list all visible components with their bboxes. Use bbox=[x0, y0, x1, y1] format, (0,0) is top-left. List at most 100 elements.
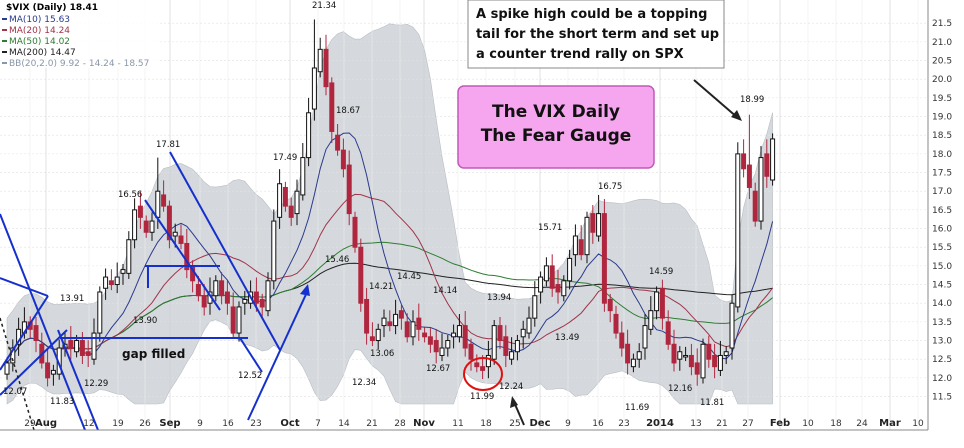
candle-body bbox=[323, 48, 329, 88]
candle-body bbox=[584, 216, 590, 256]
y-tick-label: 17.0 bbox=[932, 187, 952, 197]
candle-body bbox=[688, 354, 694, 368]
candle-body bbox=[422, 332, 428, 338]
candle-body bbox=[509, 351, 515, 360]
candle-body bbox=[253, 291, 259, 304]
candle-body bbox=[694, 362, 700, 375]
candle-body bbox=[97, 291, 103, 334]
candle-body bbox=[462, 325, 468, 349]
candle-body bbox=[578, 239, 584, 256]
candle-body bbox=[387, 321, 393, 327]
price-label: 11.83 bbox=[50, 397, 74, 407]
candle-body bbox=[746, 164, 752, 188]
x-tick-label: 10 bbox=[802, 419, 814, 429]
price-label: 12.29 bbox=[84, 379, 108, 389]
candle-body bbox=[549, 265, 555, 289]
legend-background bbox=[0, 0, 158, 68]
candle-body bbox=[416, 317, 422, 330]
candle-body bbox=[456, 325, 462, 338]
annotation-arrows bbox=[510, 79, 742, 426]
gap-filled-label: gap filled bbox=[122, 347, 185, 361]
candle-body bbox=[665, 321, 671, 345]
candle-body bbox=[468, 343, 474, 360]
gauge-line-2: The Fear Gauge bbox=[481, 126, 632, 146]
candle-body bbox=[642, 325, 648, 349]
candle-body bbox=[752, 190, 758, 222]
x-tick-label: 12 bbox=[83, 419, 94, 429]
x-tick-label: 11 bbox=[452, 419, 463, 429]
x-tick-label: 13 bbox=[690, 419, 701, 429]
y-tick-label: 19.5 bbox=[932, 94, 952, 104]
price-label: 11.69 bbox=[625, 403, 649, 413]
y-tick-label: 21.0 bbox=[932, 38, 952, 48]
candle-body bbox=[503, 336, 509, 356]
candle-body bbox=[474, 362, 480, 368]
arrow-to-low-head bbox=[510, 396, 518, 408]
price-label: 13.49 bbox=[555, 333, 579, 343]
candle-body bbox=[381, 317, 387, 327]
candle-body bbox=[567, 257, 573, 282]
candle-body bbox=[572, 235, 578, 256]
price-label: 15.71 bbox=[538, 223, 562, 233]
x-tick-label: 18 bbox=[480, 419, 492, 429]
candle-body bbox=[485, 354, 491, 368]
x-tick-label: 27 bbox=[742, 419, 753, 429]
legend-entry: MA(200) 14.47 bbox=[9, 48, 76, 58]
price-label: 13.91 bbox=[60, 294, 84, 304]
candle-body bbox=[265, 280, 271, 312]
arrow-to-spike bbox=[693, 79, 739, 119]
candle-body bbox=[607, 298, 613, 312]
y-tick-label: 20.0 bbox=[932, 75, 952, 85]
legend-entry: MA(50) 14.02 bbox=[9, 37, 70, 47]
candle-body bbox=[735, 153, 741, 308]
candle-body bbox=[538, 276, 544, 293]
candle-body bbox=[491, 325, 497, 360]
candle-body bbox=[764, 153, 770, 177]
candle-body bbox=[364, 298, 370, 334]
x-tick-label: 23 bbox=[618, 419, 629, 429]
y-tick-label: 17.5 bbox=[932, 169, 952, 179]
candle-body bbox=[161, 194, 167, 207]
y-tick-label: 15.0 bbox=[932, 262, 952, 272]
note-callout: A spike high could be a topping tail for… bbox=[467, 0, 725, 69]
candle-body bbox=[85, 351, 91, 356]
gauge-line-1: The VIX Daily bbox=[492, 102, 620, 122]
candle-body bbox=[230, 306, 236, 334]
x-tick-label: 25 bbox=[509, 419, 520, 429]
x-tick-label: 7 bbox=[315, 419, 321, 429]
candle-body bbox=[677, 351, 683, 360]
bollinger-band-layer bbox=[6, 23, 773, 405]
y-tick-label: 16.5 bbox=[932, 206, 952, 216]
candle-body bbox=[311, 67, 317, 110]
candle-body bbox=[329, 82, 335, 132]
candle-body bbox=[398, 310, 404, 319]
trendline-arrowhead bbox=[300, 284, 310, 296]
y-tick-label: 14.0 bbox=[932, 299, 952, 309]
candles-layer bbox=[4, 19, 776, 387]
candle-body bbox=[427, 336, 433, 345]
y-tick-label: 16.0 bbox=[932, 225, 952, 235]
price-label: 11.99 bbox=[470, 392, 494, 402]
candle-body bbox=[195, 284, 201, 297]
candle-body bbox=[375, 328, 381, 342]
x-tick-label: 9 bbox=[197, 419, 203, 429]
candle-body bbox=[50, 369, 56, 375]
trendline bbox=[0, 295, 49, 371]
candle-body bbox=[143, 220, 149, 233]
candle-body bbox=[770, 138, 776, 181]
candle-body bbox=[451, 332, 457, 338]
x-tick-label: 28 bbox=[394, 419, 406, 429]
candle-body bbox=[352, 216, 358, 248]
candle-body bbox=[758, 157, 764, 222]
price-label: 12.34 bbox=[352, 378, 376, 388]
candle-body bbox=[172, 231, 178, 237]
candle-body bbox=[306, 112, 312, 159]
candle-body bbox=[514, 340, 520, 353]
candle-body bbox=[445, 340, 451, 349]
candle-body bbox=[271, 220, 277, 282]
candle-body bbox=[717, 354, 723, 371]
candle-body bbox=[729, 302, 735, 349]
candle-body bbox=[132, 209, 138, 241]
